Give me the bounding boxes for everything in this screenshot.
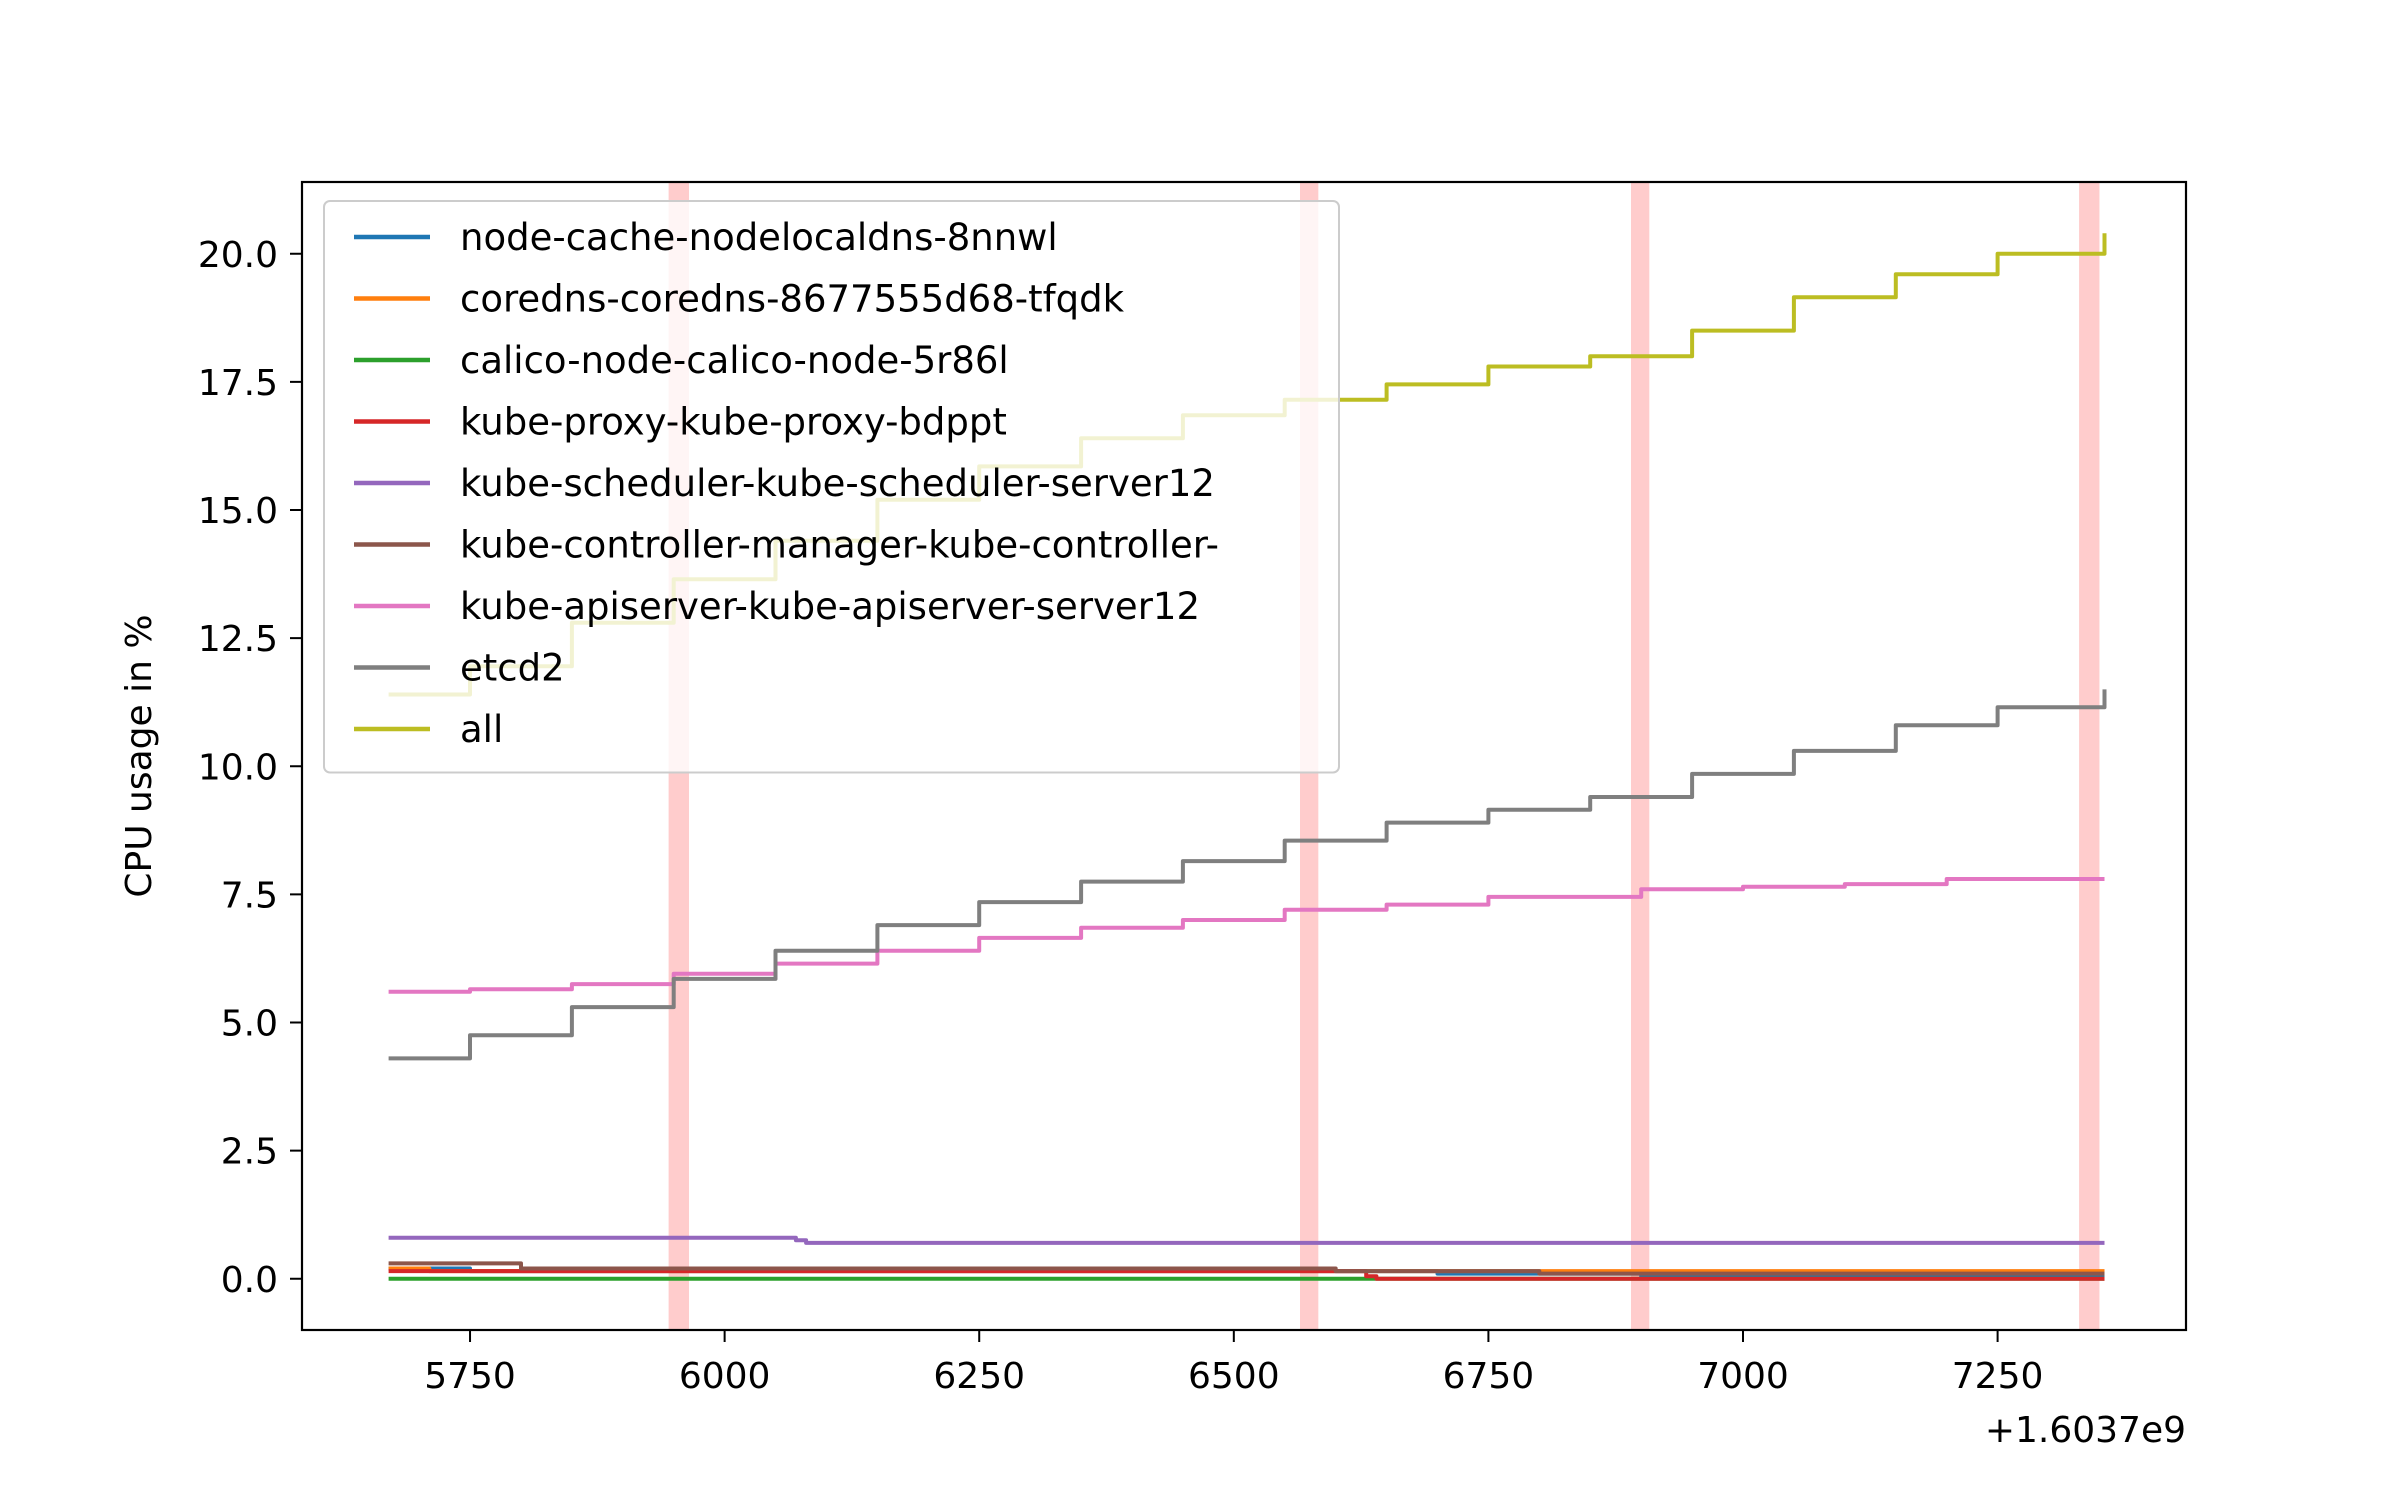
y-tick-label: 0.0 <box>221 1260 278 1301</box>
legend-label: node-cache-nodelocaldns-8nnwl <box>460 216 1058 259</box>
legend-label: calico-node-calico-node-5r86l <box>460 339 1009 382</box>
x-tick-label: 7000 <box>1697 1356 1789 1397</box>
y-axis-label: CPU usage in % <box>119 614 160 897</box>
series-line-etcd2 <box>388 689 2107 1061</box>
y-axis: 0.0 2.5 5.0 7.5 10.0 12.5 15.0 17.5 20.0 <box>198 235 302 1301</box>
x-tick-label: 6750 <box>1443 1356 1535 1397</box>
series-line-kube-controller-manager-kube-controller- <box>388 1261 2105 1276</box>
series-line-kube-apiserver-kube-apiserver-server12 <box>388 877 2105 994</box>
x-axis: 5750 6000 6250 6500 6750 7000 7250 <box>424 1330 2043 1397</box>
x-tick-label: 6500 <box>1188 1356 1280 1397</box>
x-tick-label: 6250 <box>933 1356 1025 1397</box>
legend-label: coredns-coredns-8677555d68-tfqdk <box>460 278 1125 321</box>
x-tick-label: 5750 <box>424 1356 516 1397</box>
x-tick-label: 7250 <box>1952 1356 2044 1397</box>
y-tick-label: 7.5 <box>221 875 278 916</box>
x-offset-label: +1.6037e9 <box>1985 1410 2186 1451</box>
y-tick-label: 17.5 <box>198 363 278 404</box>
y-tick-label: 20.0 <box>198 235 278 276</box>
highlight-band <box>1630 182 1650 1330</box>
y-tick-label: 15.0 <box>198 491 278 532</box>
legend-label: all <box>460 708 503 751</box>
y-tick-label: 10.0 <box>198 747 278 788</box>
y-tick-label: 12.5 <box>198 619 278 660</box>
legend: node-cache-nodelocaldns-8nnwl coredns-cor… <box>323 200 1340 774</box>
legend-label: kube-proxy-kube-proxy-bdppt <box>460 401 1007 444</box>
series-line-kube-proxy-kube-proxy-bdppt <box>388 1269 2105 1281</box>
legend-label: kube-controller-manager-kube-controller- <box>460 524 1219 567</box>
legend-label: etcd2 <box>460 647 565 690</box>
legend-label: kube-scheduler-kube-scheduler-server12 <box>460 462 1215 505</box>
y-tick-label: 2.5 <box>221 1132 278 1173</box>
y-tick-label: 5.0 <box>221 1004 278 1045</box>
plot-frame <box>300 180 2188 1332</box>
highlight-band <box>2079 182 2100 1330</box>
legend-label: kube-apiserver-kube-apiserver-server12 <box>460 585 1200 628</box>
series-line-kube-scheduler-kube-scheduler-server12 <box>388 1235 2105 1245</box>
x-tick-label: 6000 <box>679 1356 771 1397</box>
legend-box <box>323 200 1340 774</box>
